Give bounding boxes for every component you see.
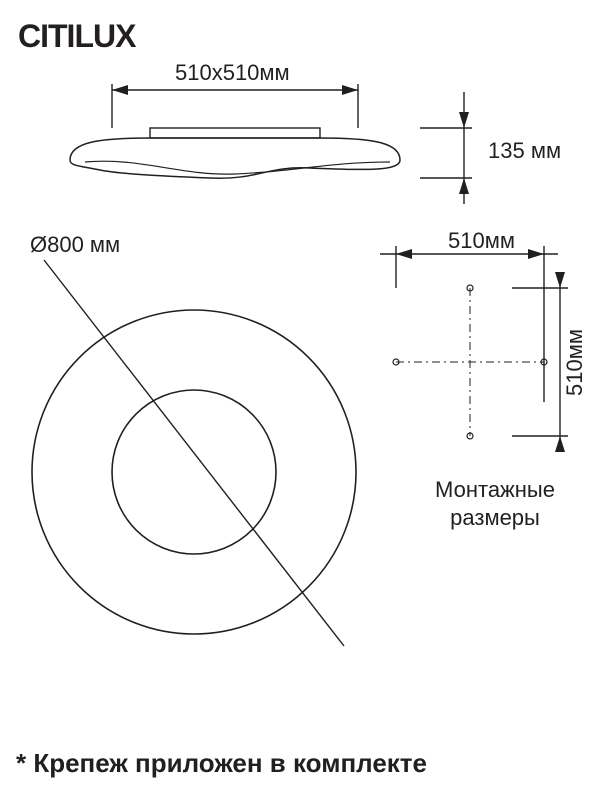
- mount-height-label: 510мм: [562, 329, 588, 396]
- plan-view: [14, 254, 384, 694]
- mount-caption: Монтажные размеры: [410, 476, 580, 531]
- diagram-root: CITILUX 510x510мм: [0, 0, 599, 800]
- brand-logo: CITILUX: [18, 18, 135, 55]
- top-width-label: 510x510мм: [175, 60, 290, 86]
- mount-caption-line1: Монтажные: [435, 477, 555, 502]
- mount-width-label: 510мм: [448, 228, 515, 254]
- mount-caption-line2: размеры: [450, 505, 540, 530]
- mounting-pattern: [372, 232, 592, 468]
- footer-note: * Крепеж приложен в комплекте: [16, 748, 427, 779]
- height-label: 135 мм: [488, 138, 561, 164]
